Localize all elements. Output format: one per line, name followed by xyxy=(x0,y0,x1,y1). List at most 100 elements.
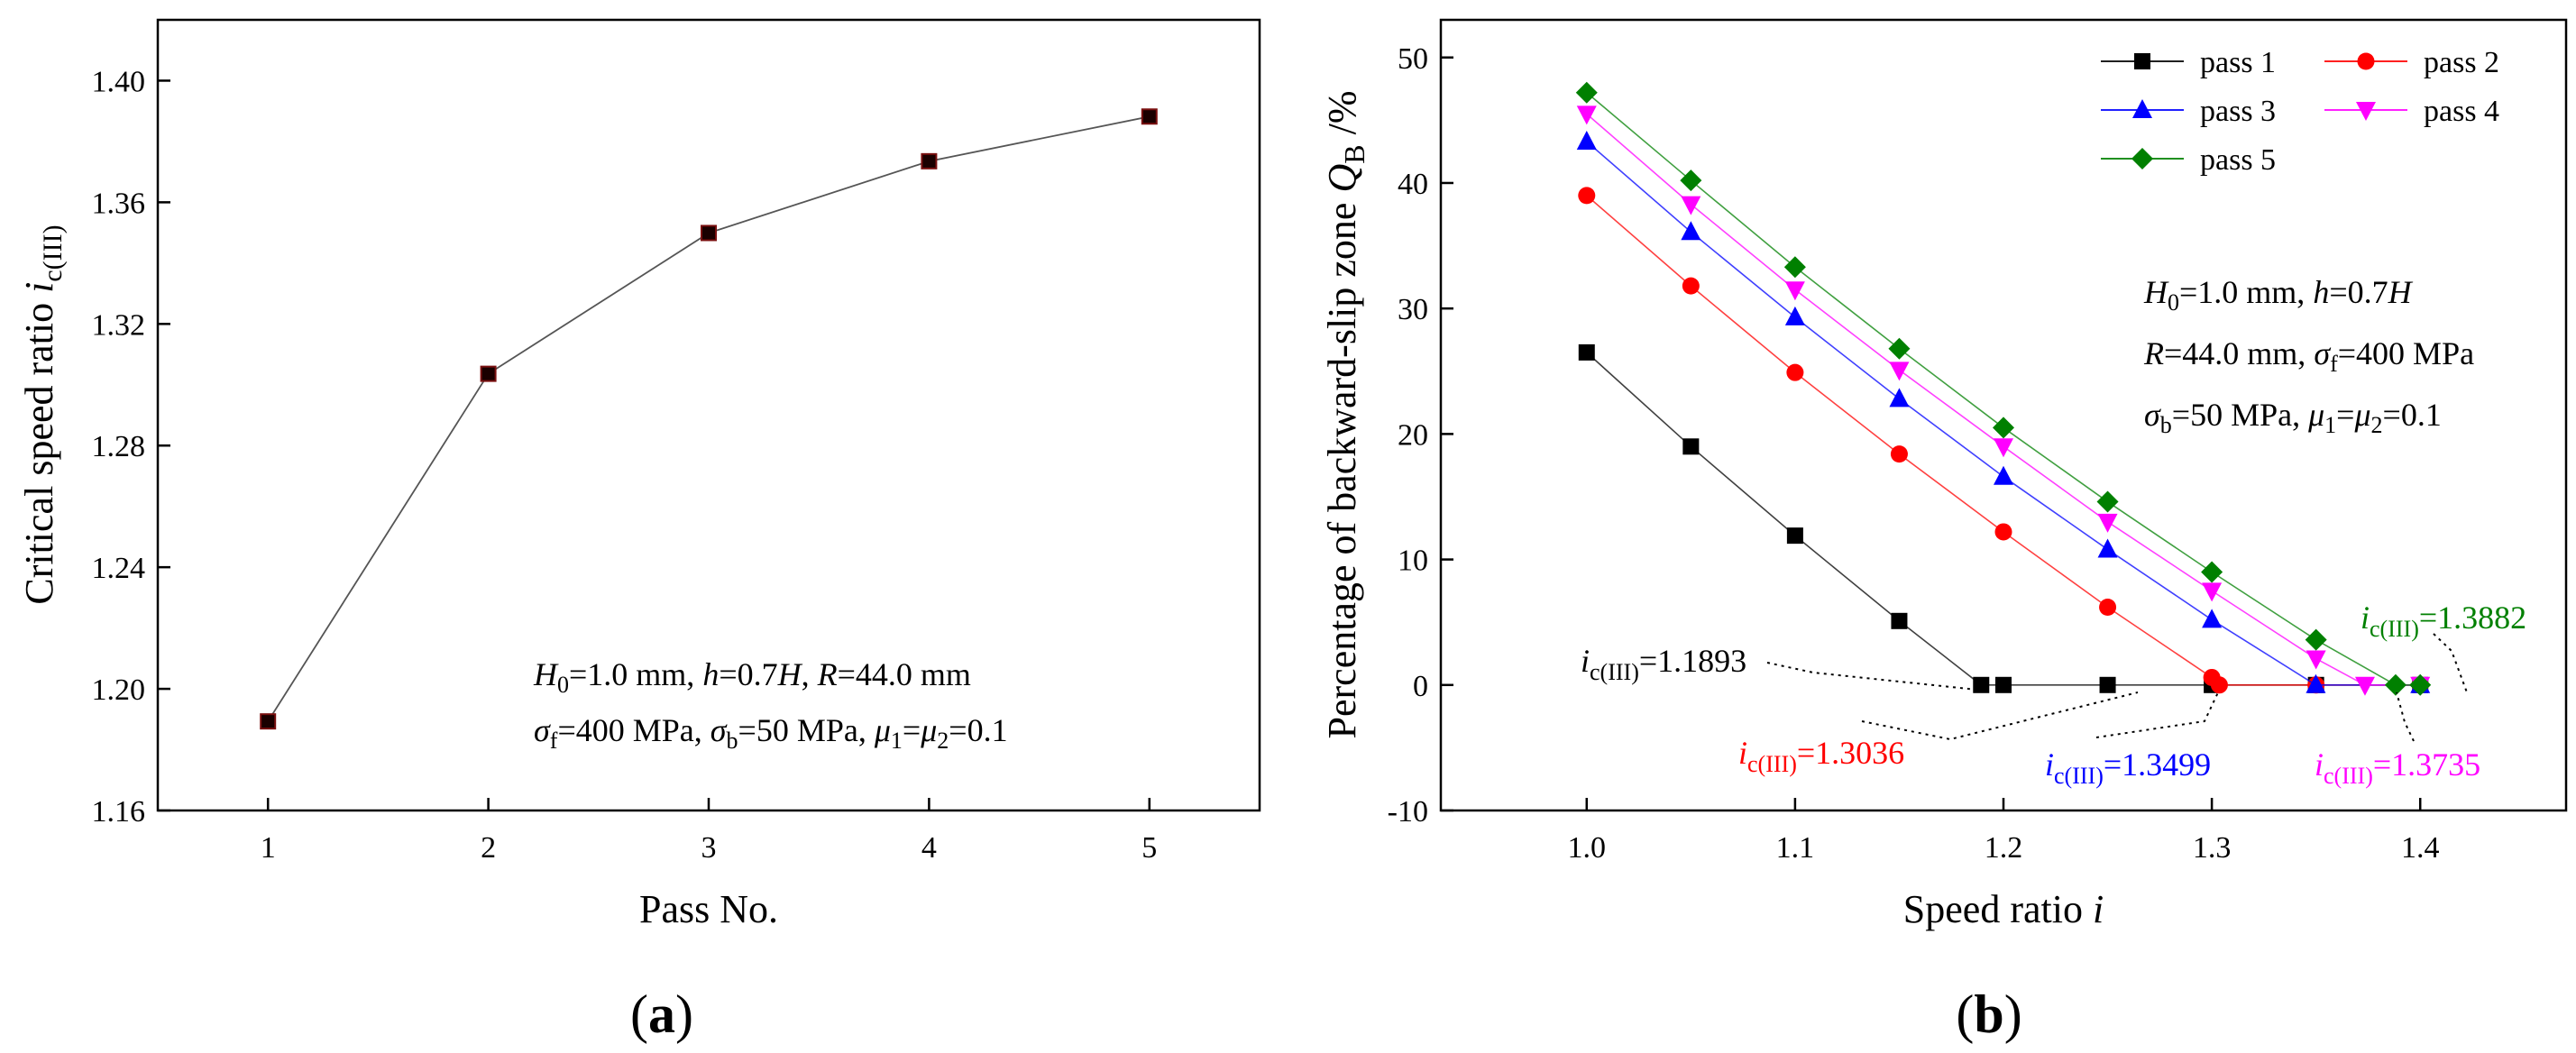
data-point-pass-3 xyxy=(1784,306,1805,325)
legend-label-pass-1: pass 1 xyxy=(2200,46,2276,79)
legend-item-pass-3: pass 3 xyxy=(2101,95,2276,128)
data-point-pass-2 xyxy=(1786,363,1804,381)
y-tick-b: -10 xyxy=(1388,795,1453,829)
data-point-pass-5 xyxy=(2409,673,2432,696)
data-point-pass-3 xyxy=(1681,221,1701,241)
y-tick-b: 20 xyxy=(1398,418,1453,452)
data-point-pass-5 xyxy=(2201,561,2223,583)
legend-item-pass-5: pass 5 xyxy=(2101,143,2276,177)
y-tick-label-a: 1.16 xyxy=(92,795,146,829)
critical-ratio-label-pass-4: ic(III)=1.3735 xyxy=(2315,746,2480,789)
data-point-a xyxy=(701,224,717,242)
data-point-pass-5 xyxy=(2384,673,2406,696)
y-tick-b: 0 xyxy=(1413,670,1453,703)
y-tick-a: 1.20 xyxy=(92,673,170,707)
data-point-pass-5 xyxy=(2305,628,2327,651)
x-axis-ticks-a: 1 2 3 4 5 xyxy=(261,798,1157,865)
x-tick-label-b: 1.1 xyxy=(1776,831,1815,865)
x-tick-label-b: 1.0 xyxy=(1568,831,1607,865)
data-point-pass-4 xyxy=(2354,676,2375,696)
series-line-pass-4 xyxy=(1586,113,2421,686)
panel-label-a: (a) xyxy=(630,984,693,1044)
data-point-a xyxy=(260,713,277,730)
data-point-pass-3 xyxy=(2202,609,2223,628)
y-tick-label-b: 40 xyxy=(1398,168,1428,201)
leader-pass-2 xyxy=(1861,691,2139,741)
data-point-pass-3 xyxy=(2097,538,2118,558)
y-tick-label-a: 1.36 xyxy=(92,187,146,220)
data-point-pass-3 xyxy=(1576,131,1597,151)
annotation-a-line-1: H0=1.0 mm, h=0.7H, R=44.0 mm xyxy=(533,656,971,698)
x-tick-label-a: 2 xyxy=(481,831,496,865)
data-point-pass-1 xyxy=(2099,676,2116,693)
x-tick-b: 1.2 xyxy=(1985,798,2022,865)
data-point-pass-4 xyxy=(1889,362,1910,381)
data-point-pass-3 xyxy=(1994,465,2013,485)
y-tick-a: 1.32 xyxy=(92,308,170,342)
legend-marker-pass-4 xyxy=(2356,102,2376,121)
y-tick-b: 10 xyxy=(1398,545,1453,578)
y-tick-a: 1.24 xyxy=(92,552,170,585)
y-tick-label-b: 30 xyxy=(1398,293,1428,326)
series-layer-b xyxy=(1575,81,2432,696)
y-tick-b: 40 xyxy=(1398,168,1453,201)
x-axis-label-b: Speed ratio i xyxy=(1903,887,2104,931)
data-point-pass-4 xyxy=(2202,582,2223,602)
data-point-pass-3 xyxy=(2306,673,2326,693)
legend-label-pass-3: pass 3 xyxy=(2200,95,2276,128)
y-tick-b: 30 xyxy=(1398,293,1453,326)
x-tick-b: 1.0 xyxy=(1568,798,1607,865)
y-tick-label-a: 1.40 xyxy=(92,65,146,98)
x-tick-a: 5 xyxy=(1141,798,1157,865)
data-point-pass-2 xyxy=(2099,598,2117,616)
x-tick-a: 3 xyxy=(701,798,717,865)
legend-label-pass-2: pass 2 xyxy=(2424,46,2499,79)
data-point-pass-5 xyxy=(1888,337,1911,360)
series-line-a xyxy=(267,115,1150,722)
legend-label-pass-4: pass 4 xyxy=(2424,95,2499,128)
y-tick-label-b: 10 xyxy=(1398,545,1428,578)
x-tick-label-a: 1 xyxy=(261,831,276,865)
x-tick-label-a: 3 xyxy=(701,831,717,865)
legend-item-pass-4: pass 4 xyxy=(2324,95,2499,128)
data-point-pass-1 xyxy=(1786,527,1803,545)
x-tick-label-a: 5 xyxy=(1141,831,1157,865)
parameter-annotation-b: H0=1.0 mm, h=0.7H R=44.0 mm, σf=400 MPa … xyxy=(2143,274,2474,438)
data-point-pass-2 xyxy=(1682,277,1700,295)
data-point-pass-4 xyxy=(1681,196,1701,215)
data-point-pass-1 xyxy=(1891,612,1908,629)
series-line-pass-5 xyxy=(1586,92,2421,686)
x-tick-b: 1.4 xyxy=(2401,798,2440,865)
y-axis-label-a: Critical speed ratio ic(III) xyxy=(17,224,68,604)
y-tick-label-b: 20 xyxy=(1398,418,1428,452)
legend-marker-pass-3 xyxy=(2132,99,2152,118)
leader-pass-5 xyxy=(2433,633,2468,693)
x-tick-label-b: 1.4 xyxy=(2401,831,2440,865)
data-point-a xyxy=(1141,108,1158,125)
legend-marker-pass-1 xyxy=(2134,53,2150,69)
x-tick-label-b: 1.3 xyxy=(2193,831,2232,865)
legend-item-pass-1: pass 1 xyxy=(2101,46,2276,79)
y-tick-label-a: 1.24 xyxy=(92,552,146,585)
critical-ratio-label-pass-1: ic(III)=1.1893 xyxy=(1581,643,1746,685)
data-point-pass-1 xyxy=(1578,343,1595,361)
parameter-annotation-a: H0=1.0 mm, h=0.7H, R=44.0 mm σf=400 MPa,… xyxy=(533,656,1008,754)
legend: pass 1 pass 2 pass 3 pass 4 pass 5 xyxy=(2101,46,2499,177)
data-point-pass-4 xyxy=(2306,650,2326,670)
leader-pass-1 xyxy=(1766,662,1986,691)
callout-leaders xyxy=(1766,633,2468,742)
y-axis-ticks-b: -10 0 10 20 30 40 50 xyxy=(1388,42,1453,829)
data-point-pass-1 xyxy=(1682,438,1700,455)
data-point-pass-2 xyxy=(1890,445,1908,463)
x-tick-a: 4 xyxy=(921,798,937,865)
y-tick-label-b: -10 xyxy=(1388,795,1428,829)
series-pass-2 xyxy=(1578,187,2429,694)
data-point-pass-1 xyxy=(1973,676,1990,693)
leader-pass-4 xyxy=(2396,691,2415,742)
legend-label-pass-5: pass 5 xyxy=(2200,143,2276,177)
x-tick-a: 1 xyxy=(261,798,276,865)
y-tick-a: 1.28 xyxy=(92,430,170,463)
annotation-a-line-2: σf=400 MPa, σb=50 MPa, μ1=μ2=0.1 xyxy=(534,712,1008,754)
data-point-pass-2 xyxy=(1994,523,2012,541)
data-point-pass-2 xyxy=(2210,676,2228,694)
